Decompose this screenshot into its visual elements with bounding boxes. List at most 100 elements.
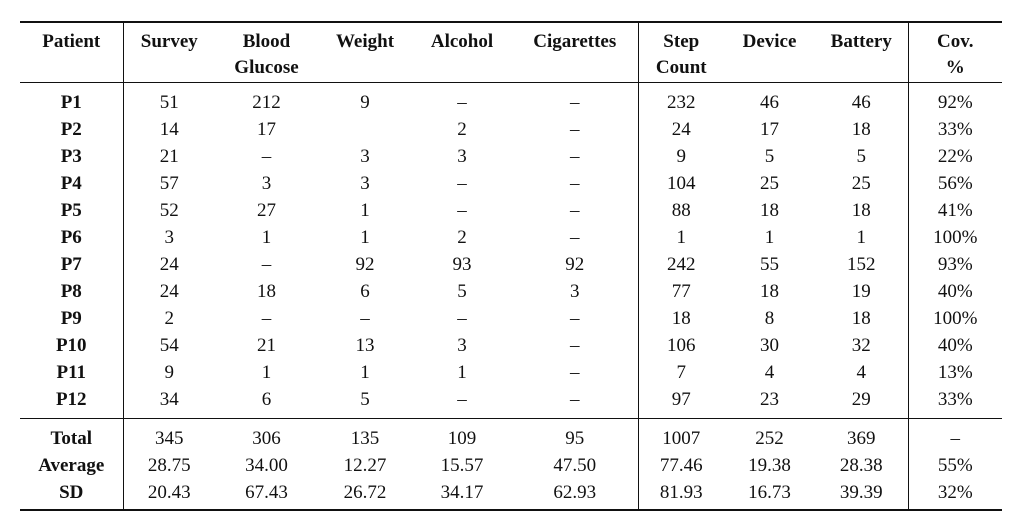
table-cell: – <box>457 173 467 194</box>
table-row: P8 24 18 6 5 3 77 18 19 40% <box>20 278 1002 305</box>
table-cell: 17 <box>257 119 276 140</box>
table-cell: 24 <box>122 278 215 305</box>
table-cell: 18 <box>257 281 276 302</box>
table-cell: 97 <box>637 386 724 419</box>
table-cell: – <box>457 92 467 113</box>
data-table-container: Patient Survey Blood Glucose Weight Alcohol Ci… <box>20 21 1002 511</box>
table-cell: 47.50 <box>553 455 597 476</box>
table-cell: 1 <box>261 362 272 383</box>
table-row: P4 57 3 3 – – 104 25 25 56% <box>20 170 1002 197</box>
table-cell: 93% <box>907 251 1002 278</box>
table-cell: 8 <box>764 308 775 329</box>
table-cell: 77.46 <box>637 452 724 479</box>
table-cell: 32 <box>851 335 871 356</box>
table-cell: 109 <box>447 428 477 449</box>
table-cell: – <box>570 119 580 140</box>
table-cell: 18 <box>851 119 871 140</box>
table-row: P1 51 212 9 – – 232 46 46 92% <box>20 82 1002 116</box>
summary-row: SD 20.43 67.43 26.72 34.17 62.93 81.93 16.73 39.… <box>20 479 1002 511</box>
table-cell: 46 <box>851 92 871 113</box>
table-row: P2 14 17 2 – 24 17 18 33% <box>20 116 1002 143</box>
row-label: P11 <box>56 362 87 383</box>
table-cell: 1 <box>764 227 775 248</box>
table-cell: – <box>570 308 580 329</box>
table-cell: 5 <box>856 146 867 167</box>
table-cell: 5 <box>764 146 775 167</box>
column-header: Survey <box>122 22 215 83</box>
table-cell: 3 <box>261 173 272 194</box>
table-cell: 212 <box>252 92 281 113</box>
row-label: P4 <box>60 173 82 194</box>
table-cell: 34.00 <box>245 455 288 476</box>
table-cell <box>318 116 412 143</box>
table-cell: 21 <box>257 335 276 356</box>
table-cell: 18 <box>760 281 779 302</box>
table-cell: 3 <box>360 173 370 194</box>
table-cell: 51 <box>122 82 215 116</box>
table-cell: 21 <box>122 143 215 170</box>
row-label: P12 <box>20 386 123 419</box>
table-cell: 6 <box>360 281 370 302</box>
column-header-line1: Cigarettes <box>533 31 617 52</box>
table-row: P5 52 27 1 – – 88 18 18 41% <box>20 197 1002 224</box>
row-label: Average <box>38 455 105 476</box>
table-cell: 306 <box>252 428 281 449</box>
table-cell: 39.39 <box>815 479 908 511</box>
table-cell: 9 <box>637 143 724 170</box>
table-cell: 33% <box>907 116 1002 143</box>
table-cell: 3 <box>457 146 467 167</box>
table-cell: 25 <box>760 173 779 194</box>
table-cell: 13 <box>355 335 375 356</box>
table-cell: 22% <box>907 143 1002 170</box>
row-label: P10 <box>55 335 87 356</box>
table-cell: 95 <box>565 428 585 449</box>
column-header-line2: % <box>945 57 965 78</box>
table-cell: 20.43 <box>122 479 215 511</box>
table-cell: – <box>457 308 467 329</box>
table-cell: 19.38 <box>748 455 791 476</box>
table-cell: 1 <box>856 227 867 248</box>
table-cell: 369 <box>847 428 876 449</box>
row-label: P1 <box>60 92 82 113</box>
table-cell: 28.75 <box>122 452 215 479</box>
column-header-line1: Device <box>742 31 797 52</box>
table-row: P10 54 21 13 3 – 106 30 32 40% <box>20 332 1002 359</box>
summary-rows: Total 345 306 135 109 95 1007 252 369 – Average 28.… <box>20 418 1002 511</box>
table-cell: – <box>570 173 580 194</box>
table-row: P12 34 6 5– –97 23 29 33% <box>20 386 1002 419</box>
table-cell: 41% <box>907 197 1002 224</box>
table-cell: 152 <box>847 254 876 275</box>
table-cell: 2 <box>122 305 215 332</box>
table-cell: 62.93 <box>512 479 638 511</box>
table-cell: 2 <box>457 227 467 248</box>
table-cell: 9 <box>360 92 370 113</box>
table-cell: 15.57 <box>440 455 484 476</box>
column-header-line1: Step <box>663 31 700 52</box>
row-label: P6 <box>60 227 82 248</box>
table-cell: – <box>412 386 512 419</box>
column-header: Device <box>724 22 815 83</box>
table-cell: – <box>570 146 580 167</box>
table-cell: 17 <box>760 119 779 140</box>
table-cell: 88 <box>637 197 724 224</box>
table-cell: 1 <box>360 227 370 248</box>
table-cell: 93 <box>452 254 472 275</box>
column-header: Cov.% <box>907 22 1002 83</box>
table-row: P3 21 – 3 3 – 9 5 5 22% <box>20 143 1002 170</box>
table-cell: – <box>570 362 580 383</box>
column-header-line1: Patient <box>42 31 101 52</box>
table-cell: 3 <box>457 335 467 356</box>
table-cell: – <box>570 227 580 248</box>
table-cell: 5 <box>318 386 412 419</box>
table-cell: 52 <box>122 197 215 224</box>
table-cell: 26.72 <box>318 479 412 511</box>
column-header-line1: Cov. <box>937 31 974 52</box>
table-cell: 4 <box>856 362 867 383</box>
row-label: P5 <box>60 200 82 221</box>
column-header: Battery <box>815 22 908 83</box>
column-header-line1: Battery <box>830 31 892 52</box>
table-cell: 30 <box>760 335 779 356</box>
column-header: Alcohol <box>412 22 512 83</box>
row-label: P8 <box>60 281 82 302</box>
row-label: P9 <box>60 308 82 329</box>
